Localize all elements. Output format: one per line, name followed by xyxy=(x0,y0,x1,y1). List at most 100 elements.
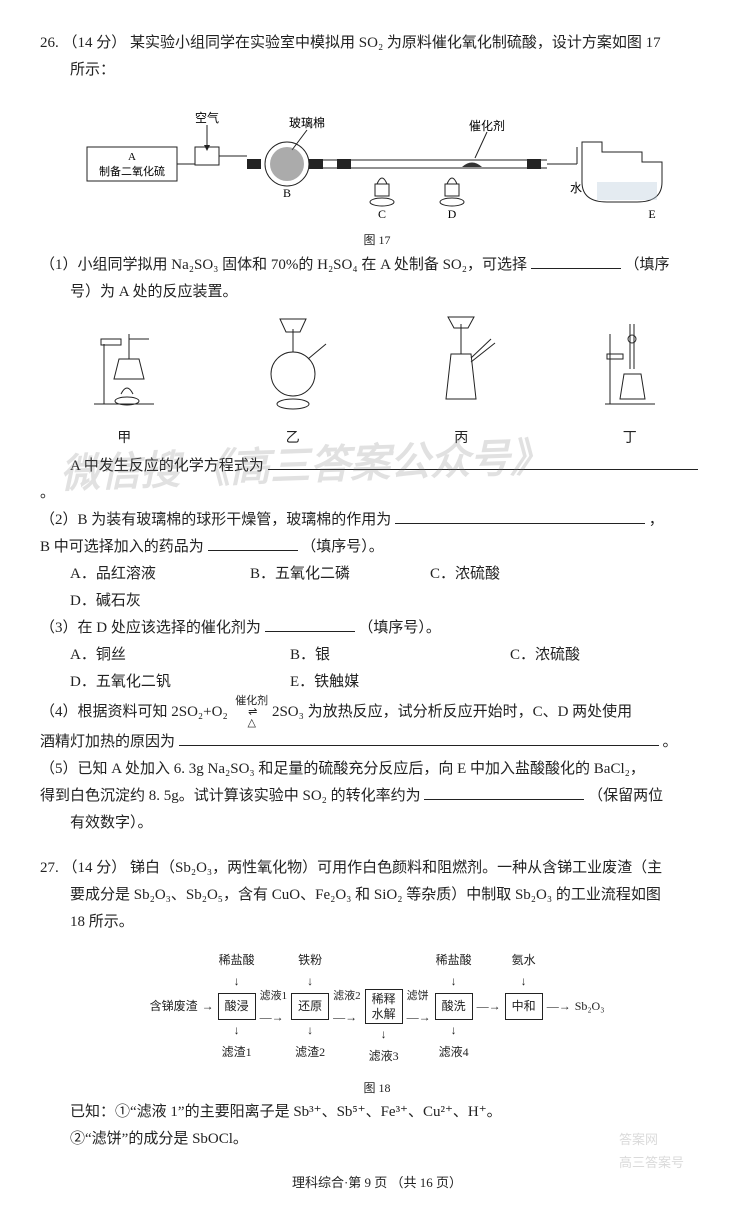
flow-in5: 氨水 xyxy=(512,950,536,972)
q26-p2-b: ， xyxy=(649,512,664,528)
q26-p2-c: B 中可选择加入的药品为 xyxy=(40,539,204,555)
question-27: 27. （14 分） 锑白（Sb₂O₃，两性氧化物）可用作白色颜料和阻燃剂。一种… xyxy=(40,855,714,1153)
choice-B: B．银 xyxy=(290,642,480,669)
q26-points: （14 分） xyxy=(63,35,127,51)
q26-stem-b: 所示： xyxy=(40,57,714,84)
arrow-icon: —→ xyxy=(543,996,575,1018)
flow-step1: 酸浸 xyxy=(218,993,256,1021)
burner-D: D xyxy=(440,178,464,221)
q27-stem-a: 锑白（Sb₂O₃，两性氧化物）可用作白色颜料和阻燃剂。一种从含锑工业废渣（主 xyxy=(130,860,662,876)
q26-p5-line2: 得到白色沉淀约 8. 5g。试计算该实验中 SO₂ 的转化率约为 （保留两位 xyxy=(40,783,714,810)
q26-p1: （1）小组同学拟用 Na₂SO₃ 固体和 70%的 H₂SO₄ 在 A 处制备 … xyxy=(40,252,714,279)
flow-in4: 稀盐酸 xyxy=(436,950,472,972)
reaction-arrow: 催化剂 ⇌ △ xyxy=(235,696,268,729)
choice-B: B．五氧化二磷 xyxy=(250,561,400,588)
flow-step3: 稀释水解 xyxy=(365,989,403,1024)
question-26: 26. （14 分） 某实验小组同学在实验室中模拟用 SO₂ 为原料催化氧化制硫… xyxy=(40,30,714,837)
arrow-icon: → xyxy=(198,996,218,1018)
q26-p2-d: （填序号）。 xyxy=(301,539,384,555)
arrow-icon: 滤液1—→ xyxy=(256,985,292,1028)
fig17-air: 空气 xyxy=(195,110,219,125)
apparatus-bing-label: 丙 xyxy=(416,426,506,451)
choice-A: A．品红溶液 xyxy=(70,561,220,588)
apparatus-bing: 丙 xyxy=(416,314,506,451)
q26-p3-b: （填序号）。 xyxy=(358,620,441,636)
q27-known-a: 已知：①“滤液 1”的主要阳离子是 Sb³⁺、Sb⁵⁺、Fe³⁺、Cu²⁺、H⁺… xyxy=(40,1099,714,1126)
burner-C: C xyxy=(370,178,394,221)
flow-out2a: 滤液2 xyxy=(333,990,361,1002)
q26-p4: （4）根据资料可知 2SO₂+O₂ 催化剂 ⇌ △ 2SO₃ 为放热反应，试分析… xyxy=(40,696,714,729)
q26-p1-eq-a: A 中发生反应的化学方程式为 xyxy=(70,458,264,474)
q26-p1-a: （1）小组同学拟用 Na₂SO₃ 固体和 70%的 H₂SO₄ 在 A 处制备 … xyxy=(40,257,527,273)
cond-bot: △ xyxy=(247,717,255,729)
q26-p1-eq: A 中发生反应的化学方程式为 。 xyxy=(40,453,714,507)
wm2b: 高三答案号 xyxy=(619,1155,684,1170)
fig17-glasswool: 玻璃棉 xyxy=(289,116,325,130)
q26-p2-choices: A．品红溶液 B．五氧化二磷 C．浓硫酸 D．碱石灰 xyxy=(70,561,714,615)
flow-input: 含锑废渣 xyxy=(150,996,198,1018)
fig17-B: B xyxy=(283,186,291,200)
arrow-icon: —→ xyxy=(473,996,505,1018)
fig17-E: E xyxy=(648,207,655,221)
fig17-D: D xyxy=(448,207,457,221)
choice-C: C．浓硫酸 xyxy=(430,561,580,588)
q27-number: 27. xyxy=(40,860,59,876)
flow-in0: 含锑废渣 xyxy=(150,996,198,1018)
q26-p5-c: （保留两位 xyxy=(588,788,663,804)
apparatus-row: 甲 乙 丙 xyxy=(40,314,714,451)
q26-stem-a: 某实验小组同学在实验室中模拟用 SO₂ 为原料催化氧化制硫酸，设计方案如图 17 xyxy=(130,35,661,51)
q26-p3-choices: A．铜丝 B．银 C．浓硫酸 D．五氧化二钒 E．铁触媒 xyxy=(70,642,714,696)
arrow-icon: 滤液2—→ xyxy=(329,985,365,1028)
apparatus-yi: 乙 xyxy=(248,314,338,451)
q27-stem-b: 要成分是 Sb₂O₃、Sb₂O₅，含有 CuO、Fe₂O₃ 和 SiO₂ 等杂质… xyxy=(40,882,714,909)
flow-out5: Sb₂O₃ xyxy=(575,996,605,1018)
flow-step4: 酸洗 xyxy=(435,993,473,1021)
flow-out3b: 滤液3 xyxy=(369,1046,399,1068)
choice-E: E．铁触媒 xyxy=(290,669,480,696)
blank xyxy=(395,508,645,524)
choice-D: D．五氧化二钒 xyxy=(70,669,260,696)
q26-p4-a: （4）根据资料可知 2SO₂+O₂ xyxy=(40,704,228,720)
apparatus-yi-svg xyxy=(248,314,338,414)
blank xyxy=(268,454,698,470)
q26-p5-d: 有效数字）。 xyxy=(40,810,714,837)
fig17-A-l1: A xyxy=(128,151,136,163)
apparatus-jia-label: 甲 xyxy=(79,426,169,451)
apparatus-yi-label: 乙 xyxy=(248,426,338,451)
flow-step5: 中和 xyxy=(505,993,543,1021)
q26-p3: （3）在 D 处应该选择的催化剂为 （填序号）。 xyxy=(40,615,714,642)
apparatus-jia: 甲 xyxy=(79,314,169,451)
fig17-catalyst: 催化剂 xyxy=(469,118,505,133)
q27-stem-c: 18 所示。 xyxy=(40,909,714,936)
apparatus-jia-svg xyxy=(79,314,169,414)
choice-A: A．铜丝 xyxy=(70,642,260,669)
figure-17: A 制备二氧化硫 空气 玻璃棉 B 催化剂 xyxy=(40,92,714,222)
blank xyxy=(424,784,584,800)
q26-p5-b: 得到白色沉淀约 8. 5g。试计算该实验中 SO₂ 的转化率约为 xyxy=(40,788,421,804)
q26-p4-line2: 酒精灯加热的原因为 。 xyxy=(40,729,714,756)
figure-17-svg: A 制备二氧化硫 空气 玻璃棉 B 催化剂 xyxy=(77,92,677,222)
flow-out1b: 滤渣1 xyxy=(222,1042,252,1064)
flow-out3a: 滤饼 xyxy=(407,990,429,1002)
q26-p1-b: （填序 xyxy=(625,257,670,273)
flow-in1: 稀盐酸 xyxy=(219,950,255,972)
q27-known-b: ②“滤饼”的成分是 SbOCl。 xyxy=(40,1126,714,1153)
q26-p2: （2）B 为装有玻璃棉的球形干燥管，玻璃棉的作用为 ， xyxy=(40,507,714,534)
fig17-water: 水 xyxy=(570,181,582,195)
q26-p4-d: 。 xyxy=(663,734,678,750)
apparatus-ding-svg xyxy=(585,314,675,414)
blank xyxy=(208,535,298,551)
fig17-C: C xyxy=(378,207,386,221)
q27-points: （14 分） xyxy=(63,860,127,876)
fig17-A-l2: 制备二氧化硫 xyxy=(99,164,165,178)
choice-C: C．浓硫酸 xyxy=(510,642,700,669)
flow-out1a: 滤液1 xyxy=(260,990,288,1002)
apparatus-ding-label: 丁 xyxy=(585,426,675,451)
blank xyxy=(179,730,659,746)
flow-out4b: 滤液4 xyxy=(439,1042,469,1064)
apparatus-ding: 丁 xyxy=(585,314,675,451)
flow-in2: 铁粉 xyxy=(298,950,322,972)
q26-number: 26. xyxy=(40,35,59,51)
blank xyxy=(265,616,355,632)
q26-p3-a: （3）在 D 处应该选择的催化剂为 xyxy=(40,620,261,636)
